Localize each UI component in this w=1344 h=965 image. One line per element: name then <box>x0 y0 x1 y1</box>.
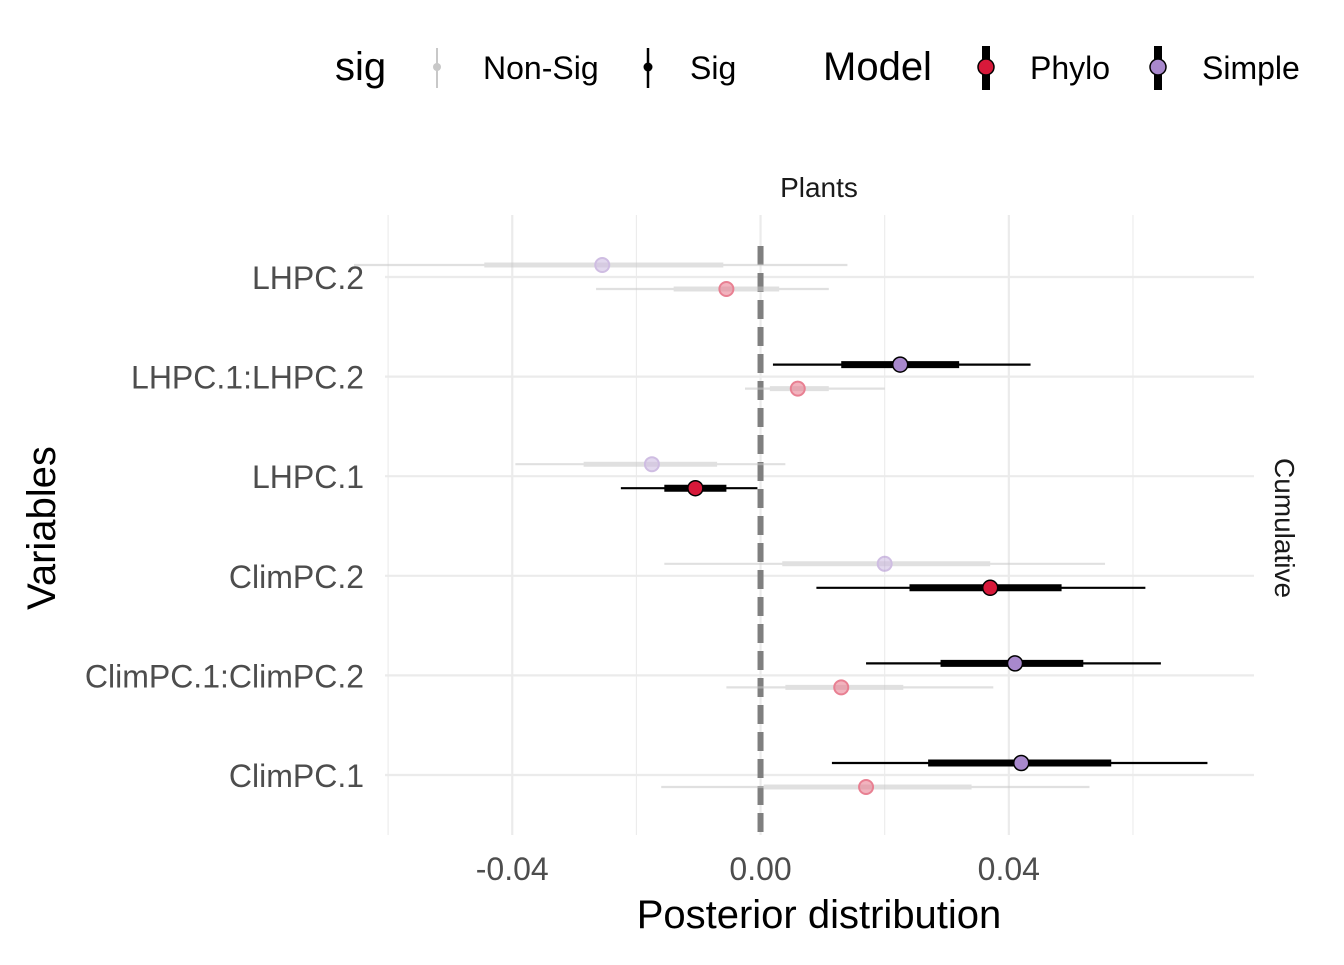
legend-model-title: Model <box>823 45 932 89</box>
facet-top-label: Plants <box>780 172 858 203</box>
y-tick-label: LHPC.1:LHPC.2 <box>131 360 364 396</box>
point-estimate <box>718 281 735 297</box>
point-interval-phylo-climpc-2 <box>816 579 1146 597</box>
point-interval-simple-lhpc-1-lhpc-2 <box>772 356 1031 373</box>
point-estimate <box>789 380 806 397</box>
x-tick-label: -0.04 <box>476 851 549 887</box>
point-interval-simple-climpc-1 <box>831 754 1208 772</box>
point-estimate <box>687 479 704 497</box>
y-tick-label: ClimPC.1:ClimPC.2 <box>85 658 364 694</box>
legend-key-sig <box>643 48 653 88</box>
point-estimate <box>1012 754 1030 772</box>
legend-sig-title: sig <box>335 45 386 89</box>
legend-key-simple <box>1149 46 1167 90</box>
point-interval-simple-climpc-2 <box>664 555 1106 572</box>
point-estimate <box>594 257 611 273</box>
x-axis-title: Posterior distribution <box>637 893 1002 937</box>
point-interval-phylo-climpc-1 <box>661 779 1090 795</box>
y-axis-tick-labels: ClimPC.1 ClimPC.1:ClimPC.2 ClimPC.2 LHPC.1 L… <box>85 260 364 794</box>
legend-model-phylo-label: Phylo <box>1030 50 1110 86</box>
x-tick-label: 0.00 <box>729 851 791 887</box>
legend-key-nonsig <box>433 48 441 88</box>
point-estimate <box>1006 655 1024 672</box>
y-tick-label: LHPC.1 <box>252 459 364 495</box>
x-axis-tick-labels: -0.04 0.00 0.04 <box>476 851 1040 887</box>
point-interval-phylo-lhpc-2 <box>596 281 829 297</box>
point-interval-phylo-climpc-1-climpc-2 <box>726 679 994 696</box>
legend-sig-nonsig-label: Non-Sig <box>483 50 599 86</box>
point-interval-phylo-lhpc-1 <box>620 479 758 497</box>
legend: sig Non-Sig Sig Model Phylo Simple <box>335 45 1300 90</box>
x-tick-label: 0.04 <box>978 851 1040 887</box>
point-estimate <box>858 779 875 795</box>
legend-key-phylo <box>977 46 995 90</box>
legend-model-simple-label: Simple <box>1202 50 1300 86</box>
y-tick-label: ClimPC.1 <box>229 758 364 794</box>
y-tick-label: ClimPC.2 <box>229 559 364 595</box>
y-axis-title: Variables <box>20 446 64 610</box>
point-interval-phylo-lhpc-1-lhpc-2 <box>745 380 885 397</box>
point-estimate <box>891 356 909 373</box>
point-estimate <box>981 579 999 597</box>
legend-sig-sig-label: Sig <box>690 50 736 86</box>
facet-right-label: Cumulative <box>1269 458 1300 598</box>
point-estimate <box>876 555 893 572</box>
point-estimate <box>643 456 660 473</box>
point-interval-simple-climpc-1-climpc-2 <box>866 655 1161 672</box>
point-estimate <box>833 679 850 696</box>
point-interval-simple-lhpc-2 <box>353 257 848 273</box>
y-tick-label: LHPC.2 <box>252 260 364 296</box>
data-marks <box>353 257 1208 795</box>
point-interval-simple-lhpc-1 <box>515 456 786 473</box>
